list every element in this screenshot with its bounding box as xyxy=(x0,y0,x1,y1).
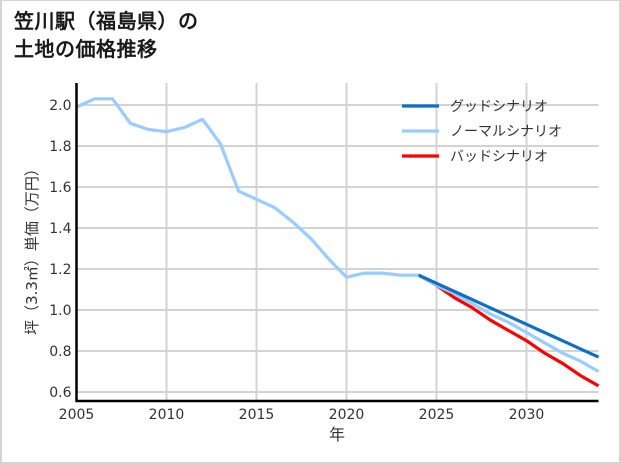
y-tick-label: 0.6 xyxy=(49,385,71,401)
gridlines xyxy=(75,83,599,401)
y-tick-label: 1.4 xyxy=(49,221,71,237)
y-axis-label: 坪（3.3㎡）単価（万円） xyxy=(23,161,41,335)
series-line xyxy=(417,273,600,373)
series-line xyxy=(417,273,600,359)
chart-title: 笠川駅（福島県）の 土地の価格推移 xyxy=(14,7,199,63)
x-tick-label: 2020 xyxy=(329,407,365,423)
x-tick-label: 2025 xyxy=(419,407,455,423)
tick-labels: 2005 2010 2015 2020 2025 2030 0.6 0.8 1.0 1.2 1.4 1… xyxy=(49,98,544,423)
y-tick-label: 1.8 xyxy=(49,139,71,155)
y-tick-label: 1.6 xyxy=(49,180,71,196)
axes xyxy=(75,83,599,403)
x-tick-label: 2010 xyxy=(149,407,185,423)
data-series xyxy=(75,97,600,388)
legend-label: バッドシナリオ xyxy=(450,149,548,165)
x-tick-label: 2005 xyxy=(59,407,95,423)
y-tick-label: 0.8 xyxy=(49,344,71,360)
x-tick-label: 2015 xyxy=(239,407,275,423)
x-axis-label: 年 xyxy=(329,425,345,444)
chart-title-line-2: 土地の価格推移 xyxy=(14,37,158,61)
y-tick-label: 1.2 xyxy=(49,262,71,278)
legend-label: ノーマルシナリオ xyxy=(450,124,562,140)
y-tick-label: 2.0 xyxy=(49,98,71,114)
y-tick-label: 1.0 xyxy=(49,303,71,319)
series-line xyxy=(75,97,419,279)
series-line xyxy=(417,273,600,388)
legend-label: グッドシナリオ xyxy=(450,99,548,115)
chart-title-line-1: 笠川駅（福島県）の xyxy=(14,9,199,33)
x-tick-label: 2030 xyxy=(509,407,545,423)
